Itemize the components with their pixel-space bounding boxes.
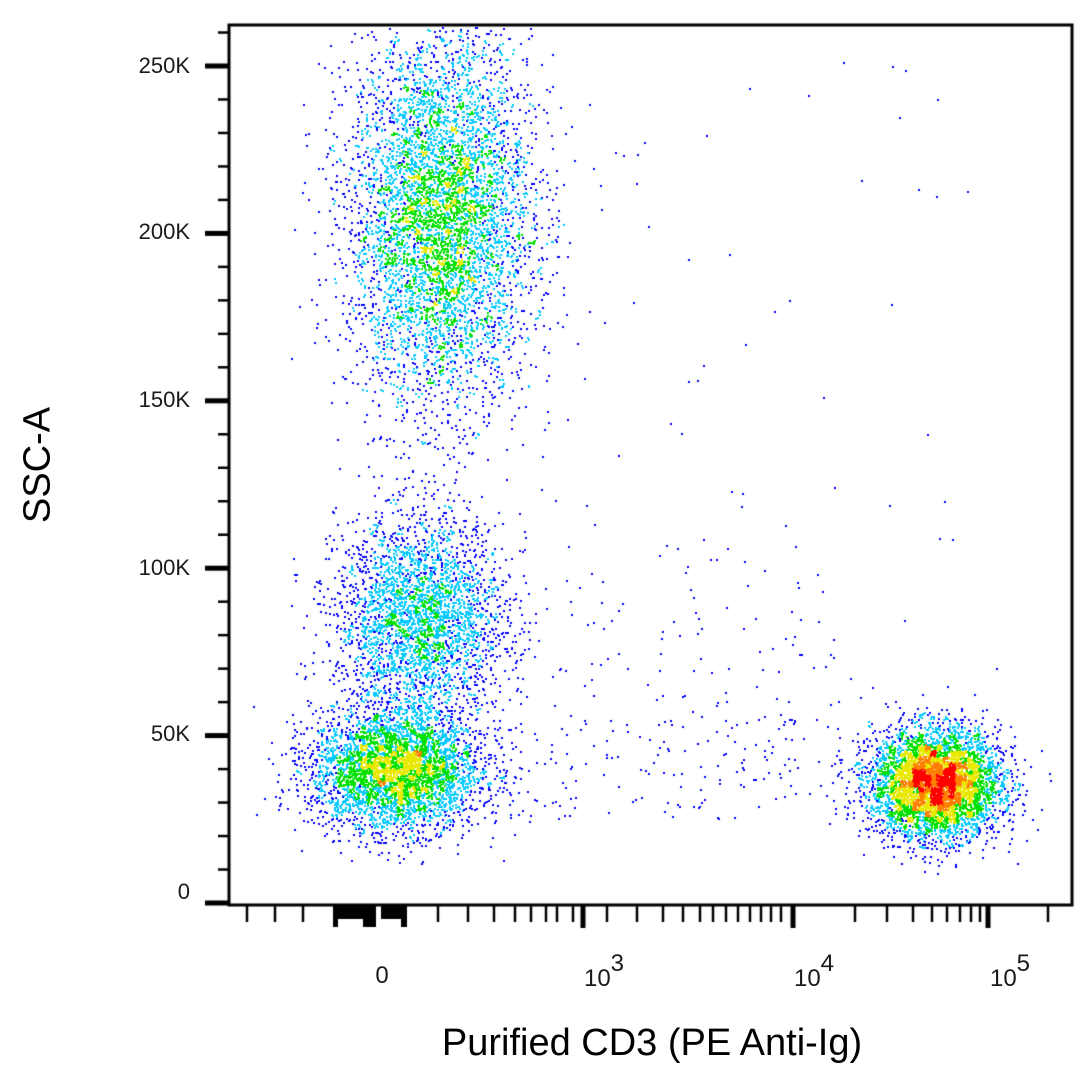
- x-tick-label-1e4: 104: [793, 950, 835, 992]
- y-tick-label-50k: 50K: [150, 721, 190, 746]
- y-tick-label-150k: 150K: [138, 387, 190, 412]
- y-tick-label-200k: 200K: [138, 219, 190, 244]
- y-tick-label-250k: 250K: [138, 53, 190, 78]
- x-tick-label-0: 0: [375, 962, 389, 989]
- x-tick-label-1e5: 105: [989, 950, 1031, 992]
- x-tick-label-1e3: 103: [583, 950, 625, 992]
- y-tick-label-0: 0: [177, 879, 190, 904]
- y-axis-label: SSC-A: [16, 406, 59, 524]
- x-axis-label: Purified CD3 (PE Anti-Ig): [441, 1022, 863, 1064]
- y-tick-label-100k: 100K: [138, 555, 190, 580]
